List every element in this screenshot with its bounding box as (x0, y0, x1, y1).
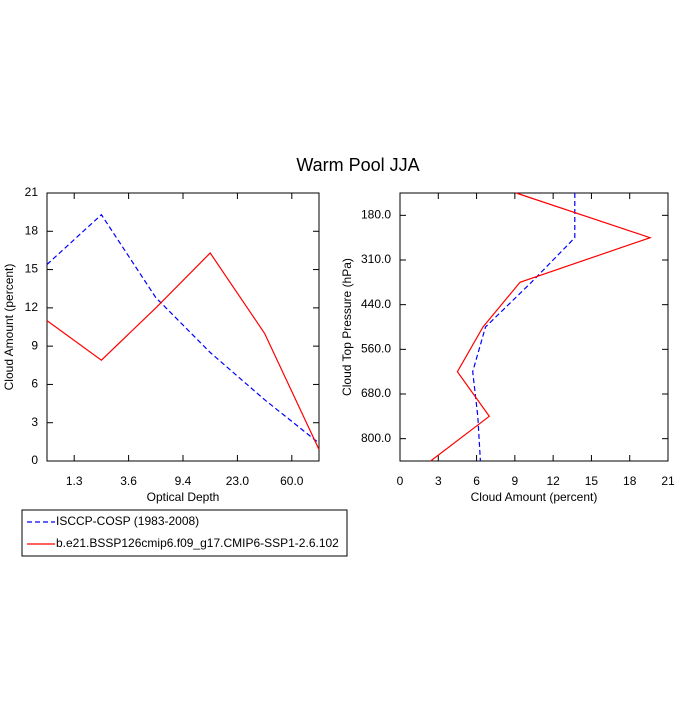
y-tick-label: 15 (25, 262, 39, 276)
data-line (46, 252, 320, 450)
x-tick-label: 12 (546, 474, 560, 488)
y-tick-label: 800.0 (361, 431, 391, 445)
x-tick-label: 9 (512, 474, 519, 488)
y-tick-label: 310.0 (361, 252, 391, 266)
x-axis-label: Cloud Amount (percent) (471, 490, 598, 504)
x-tick-label: 23.0 (226, 474, 250, 488)
x-tick-label: 9.4 (175, 474, 192, 488)
x-tick-label: 21 (661, 474, 675, 488)
x-tick-label: 0 (397, 474, 404, 488)
x-tick-label: 1.3 (66, 474, 83, 488)
chart-title: Warm Pool JJA (296, 155, 419, 175)
plot-frame (399, 192, 669, 462)
x-tick-label: 18 (623, 474, 637, 488)
data-line (46, 213, 320, 444)
data-line (472, 193, 576, 462)
x-axis-label: Optical Depth (147, 490, 220, 504)
x-tick-label: 3 (435, 474, 442, 488)
y-tick-label: 180.0 (361, 208, 391, 222)
y-tick-label: 12 (25, 300, 39, 314)
y-tick-label: 0 (31, 453, 38, 467)
y-tick-label: 9 (31, 338, 38, 352)
y-tick-label: 560.0 (361, 342, 391, 356)
legend-label: b.e21.BSSP126cmip6.f09_g17.CMIP6-SSP1-2.… (56, 536, 339, 550)
y-axis-label: Cloud Top Pressure (hPa) (340, 258, 354, 396)
legend-box (21, 509, 348, 557)
data-line (430, 192, 652, 462)
y-axis-label: Cloud Amount (percent) (2, 264, 16, 391)
x-tick-label: 15 (585, 474, 599, 488)
y-tick-label: 680.0 (361, 386, 391, 400)
y-tick-label: 18 (25, 223, 39, 237)
x-tick-label: 60.0 (280, 474, 304, 488)
y-tick-label: 3 (31, 415, 38, 429)
y-tick-label: 6 (31, 377, 38, 391)
y-tick-label: 21 (25, 185, 39, 199)
y-tick-label: 440.0 (361, 297, 391, 311)
x-tick-label: 6 (473, 474, 480, 488)
x-tick-label: 3.6 (120, 474, 137, 488)
legend-label: ISCCP-COSP (1983-2008) (56, 514, 199, 528)
plot-frame (46, 192, 320, 462)
